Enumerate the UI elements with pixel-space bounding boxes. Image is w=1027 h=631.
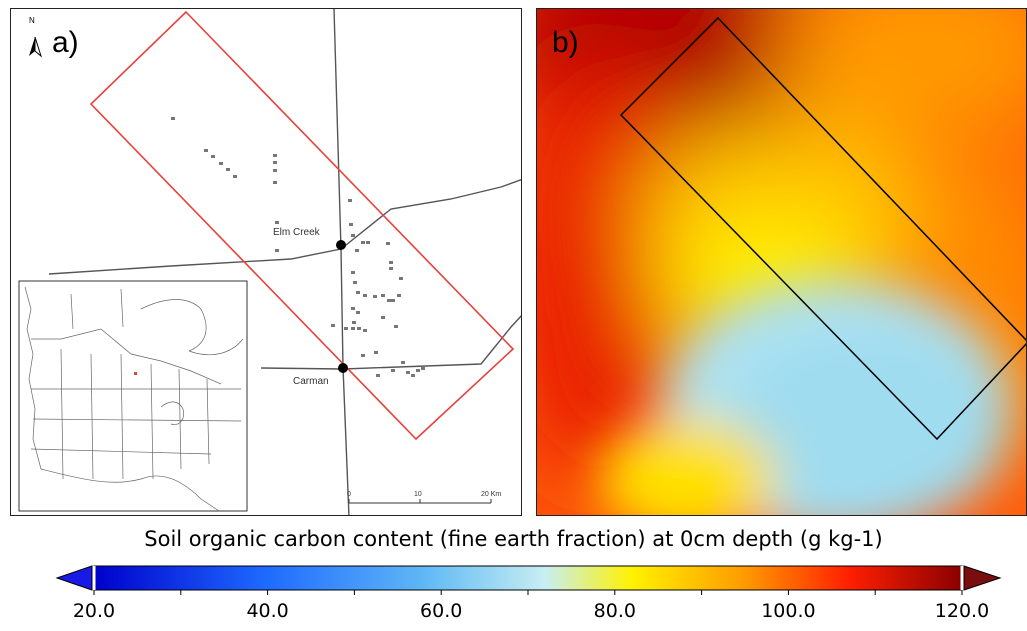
scale-tick-20: 20 Km [481,491,501,498]
panel-b-label: b) [552,26,579,59]
elm-creek-label: Elm Creek [273,227,321,238]
colorbar-tick-label: 20.0 [72,600,116,622]
colorbar-tick-label: 100.0 [761,600,816,622]
scale-tick-0: 0 [347,491,351,498]
sample-points [171,117,425,377]
carman-marker [338,363,348,373]
scale-tick-10: 10 [414,491,422,498]
carman-label: Carman [293,376,329,387]
north-arrow-icon [29,36,42,58]
soil-carbon-map-svg [537,9,1026,515]
panel-a-label: a) [52,26,79,59]
soil-carbon-map [536,8,1027,516]
colorbar-tick-label: 60.0 [420,600,463,622]
study-area-outline [619,16,1026,441]
north-label: N [29,16,35,25]
colorbar-tick-label: 40.0 [246,600,289,622]
colorbar-over-arrow [963,565,1002,591]
colorbar-under-arrow [55,565,93,591]
colorbar-gradient [93,565,963,591]
study-site-marker [134,372,137,375]
road-carman [260,315,521,370]
study-location-map: Elm Creek Carman 0 10 20 Km [10,8,522,516]
study-area-rectangle [89,10,515,441]
colorbar-tick-label: 120.0 [934,600,990,622]
scale-bar: 0 10 20 Km [347,491,501,504]
elm-creek-marker [336,240,346,250]
colorbar-title: Soil organic carbon content (fine earth … [144,527,883,551]
road-north-south [333,9,350,515]
north-america-inset-map [18,280,248,512]
road-elm-creek [48,178,521,275]
colorbar-tick-label: 80.0 [593,600,636,622]
location-map-svg: Elm Creek Carman 0 10 20 Km [18,9,521,515]
